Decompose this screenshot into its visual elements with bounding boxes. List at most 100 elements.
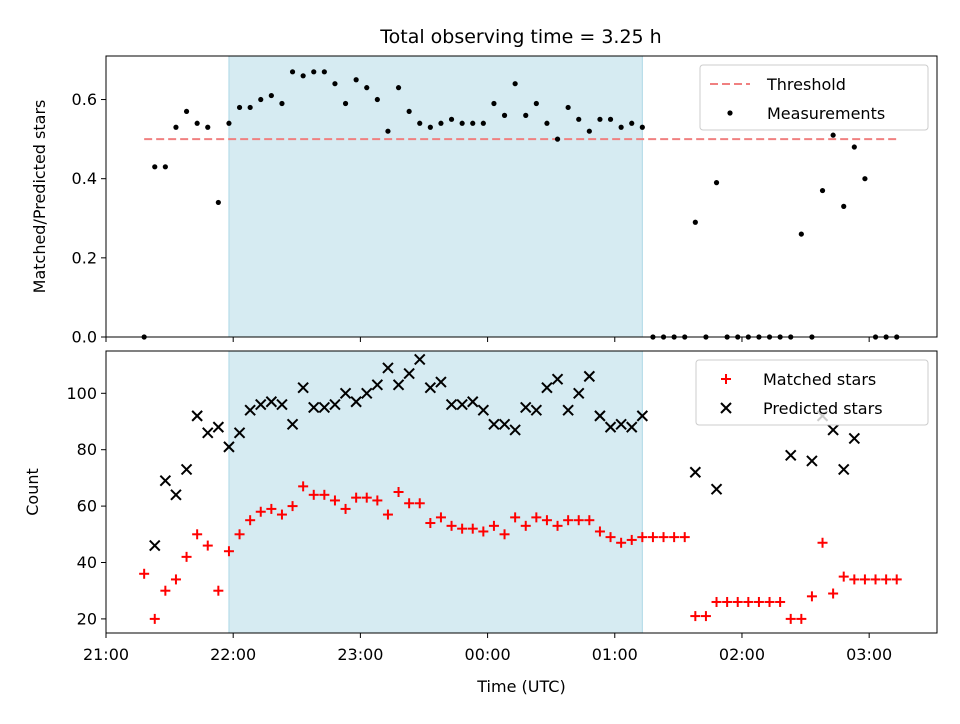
matched-stars-point	[319, 489, 330, 500]
predicted-stars-point	[435, 376, 447, 388]
predicted-x-b	[509, 424, 521, 436]
matched-stars-point	[849, 574, 860, 585]
predicted-x-b	[838, 463, 850, 476]
matched-stars-point	[266, 503, 277, 514]
predicted-x-b	[573, 387, 585, 400]
measurement-point	[215, 199, 221, 206]
predicted-stars-point	[848, 432, 861, 445]
predicted-stars-point	[361, 387, 373, 400]
predicted-stars-point	[562, 404, 574, 416]
predicted-stars-point	[244, 404, 256, 416]
matched-stars-point	[828, 588, 839, 599]
predicted-x-b	[191, 410, 203, 422]
predicted-x-b	[233, 427, 246, 439]
measurement-point	[268, 92, 274, 99]
predicted-x-b	[488, 418, 500, 431]
matched-stars-point	[276, 509, 287, 520]
x-axis-label: Time (UTC)	[476, 677, 565, 696]
measurement-point	[205, 124, 211, 130]
predicted-x-b	[170, 489, 182, 501]
matched-stars-point	[213, 585, 224, 596]
predicted-stars-point	[520, 401, 532, 414]
predicted-stars-point	[573, 387, 585, 400]
y-axis-label: Matched/Predicted stars	[30, 100, 49, 294]
legend: Matched stars Predicted stars	[695, 359, 929, 426]
x-tick-label: 21:00	[83, 645, 129, 664]
predicted-x-b	[689, 466, 702, 478]
x-tick-label: 03:00	[846, 645, 892, 664]
measurement-point	[544, 120, 550, 126]
matched-stars-point	[404, 498, 415, 509]
predicted-x-b	[604, 421, 617, 433]
matched-stars-point	[287, 501, 298, 512]
predicted-stars-point	[827, 424, 839, 436]
predicted-stars-point	[159, 475, 172, 487]
measurement-point	[353, 77, 359, 83]
matched-stars-point	[605, 532, 616, 543]
predicted-stars-point	[318, 401, 331, 414]
predicted-stars-point	[424, 381, 437, 394]
measurement-point	[851, 144, 857, 150]
predicted-stars-point	[223, 441, 235, 453]
matched-stars-point	[637, 532, 648, 543]
predicted-x-b	[806, 455, 818, 467]
predicted-stars-point	[329, 398, 341, 411]
matched-stars-point	[298, 481, 309, 492]
measurement-point	[533, 100, 539, 107]
predicted-stars-point	[467, 396, 479, 408]
matched-stars-point	[435, 512, 446, 523]
predicted-x-b	[520, 401, 532, 414]
predicted-x-b	[339, 387, 352, 400]
predicted-x-b	[223, 441, 235, 453]
predicted-x-b	[445, 398, 458, 411]
measurement-point	[597, 116, 603, 122]
matched-stars-point	[202, 540, 213, 551]
predicted-stars-point	[615, 418, 627, 431]
matched-stars-point	[510, 512, 521, 523]
measurement-point	[629, 120, 635, 126]
predicted-x-b	[382, 362, 394, 374]
y-tick-label: 0.0	[72, 328, 97, 347]
predicted-x-b	[467, 396, 479, 408]
predicted-stars-point	[382, 362, 394, 374]
matched-stars-point	[425, 518, 436, 529]
matched-stars-point	[457, 523, 468, 534]
matched-stars-point	[255, 506, 266, 517]
predicted-x-b	[276, 398, 288, 411]
predicted-x-b	[212, 421, 225, 433]
y-tick-label: 0.4	[72, 169, 97, 188]
predicted-x-b	[848, 432, 861, 445]
measurement-point	[417, 120, 423, 126]
predicted-stars-point	[371, 379, 384, 391]
predicted-x-b	[498, 418, 511, 431]
predicted-stars-point	[710, 483, 723, 495]
predicted-stars-point	[202, 427, 214, 439]
y-tick-label: 20	[77, 609, 97, 628]
predicted-x-b	[255, 398, 267, 411]
matched-stars-point	[722, 596, 733, 607]
measurement-point	[819, 187, 826, 194]
matched-stars-point	[743, 596, 754, 607]
matched-stars-point	[753, 596, 764, 607]
measurement-point	[395, 85, 402, 91]
matched-stars-point	[414, 498, 425, 509]
predicted-stars-point	[403, 367, 415, 380]
predicted-x-b	[329, 398, 341, 411]
predicted-x-b	[583, 370, 596, 383]
y-tick-label: 0.6	[72, 90, 97, 109]
matched-stars-point	[817, 537, 828, 548]
matched-stars-point	[223, 546, 234, 557]
predicted-x-b	[551, 373, 564, 385]
predicted-x-b	[477, 404, 490, 416]
matched-stars-point	[806, 591, 817, 602]
predicted-x-b	[414, 353, 426, 366]
legend-box	[699, 64, 929, 131]
predicted-x-b	[308, 401, 320, 414]
matched-stars-point	[775, 596, 786, 607]
matched-stars-point	[700, 611, 711, 622]
measurement-point	[152, 164, 158, 170]
matched-stars-point	[361, 492, 372, 503]
matched-stars-point	[531, 512, 542, 523]
matched-stars-point	[393, 487, 404, 497]
measurement-point	[618, 124, 624, 130]
